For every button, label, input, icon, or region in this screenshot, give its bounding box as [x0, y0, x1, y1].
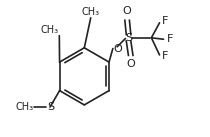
Text: O: O — [113, 44, 122, 54]
Text: F: F — [166, 34, 173, 44]
Text: F: F — [162, 51, 168, 61]
Text: CH₃: CH₃ — [41, 25, 59, 35]
Text: CH₃: CH₃ — [16, 102, 34, 112]
Text: S: S — [125, 33, 132, 43]
Text: F: F — [162, 16, 168, 26]
Text: S: S — [47, 102, 54, 112]
Text: O: O — [123, 6, 131, 16]
Text: O: O — [126, 59, 135, 69]
Text: CH₃: CH₃ — [82, 7, 100, 17]
